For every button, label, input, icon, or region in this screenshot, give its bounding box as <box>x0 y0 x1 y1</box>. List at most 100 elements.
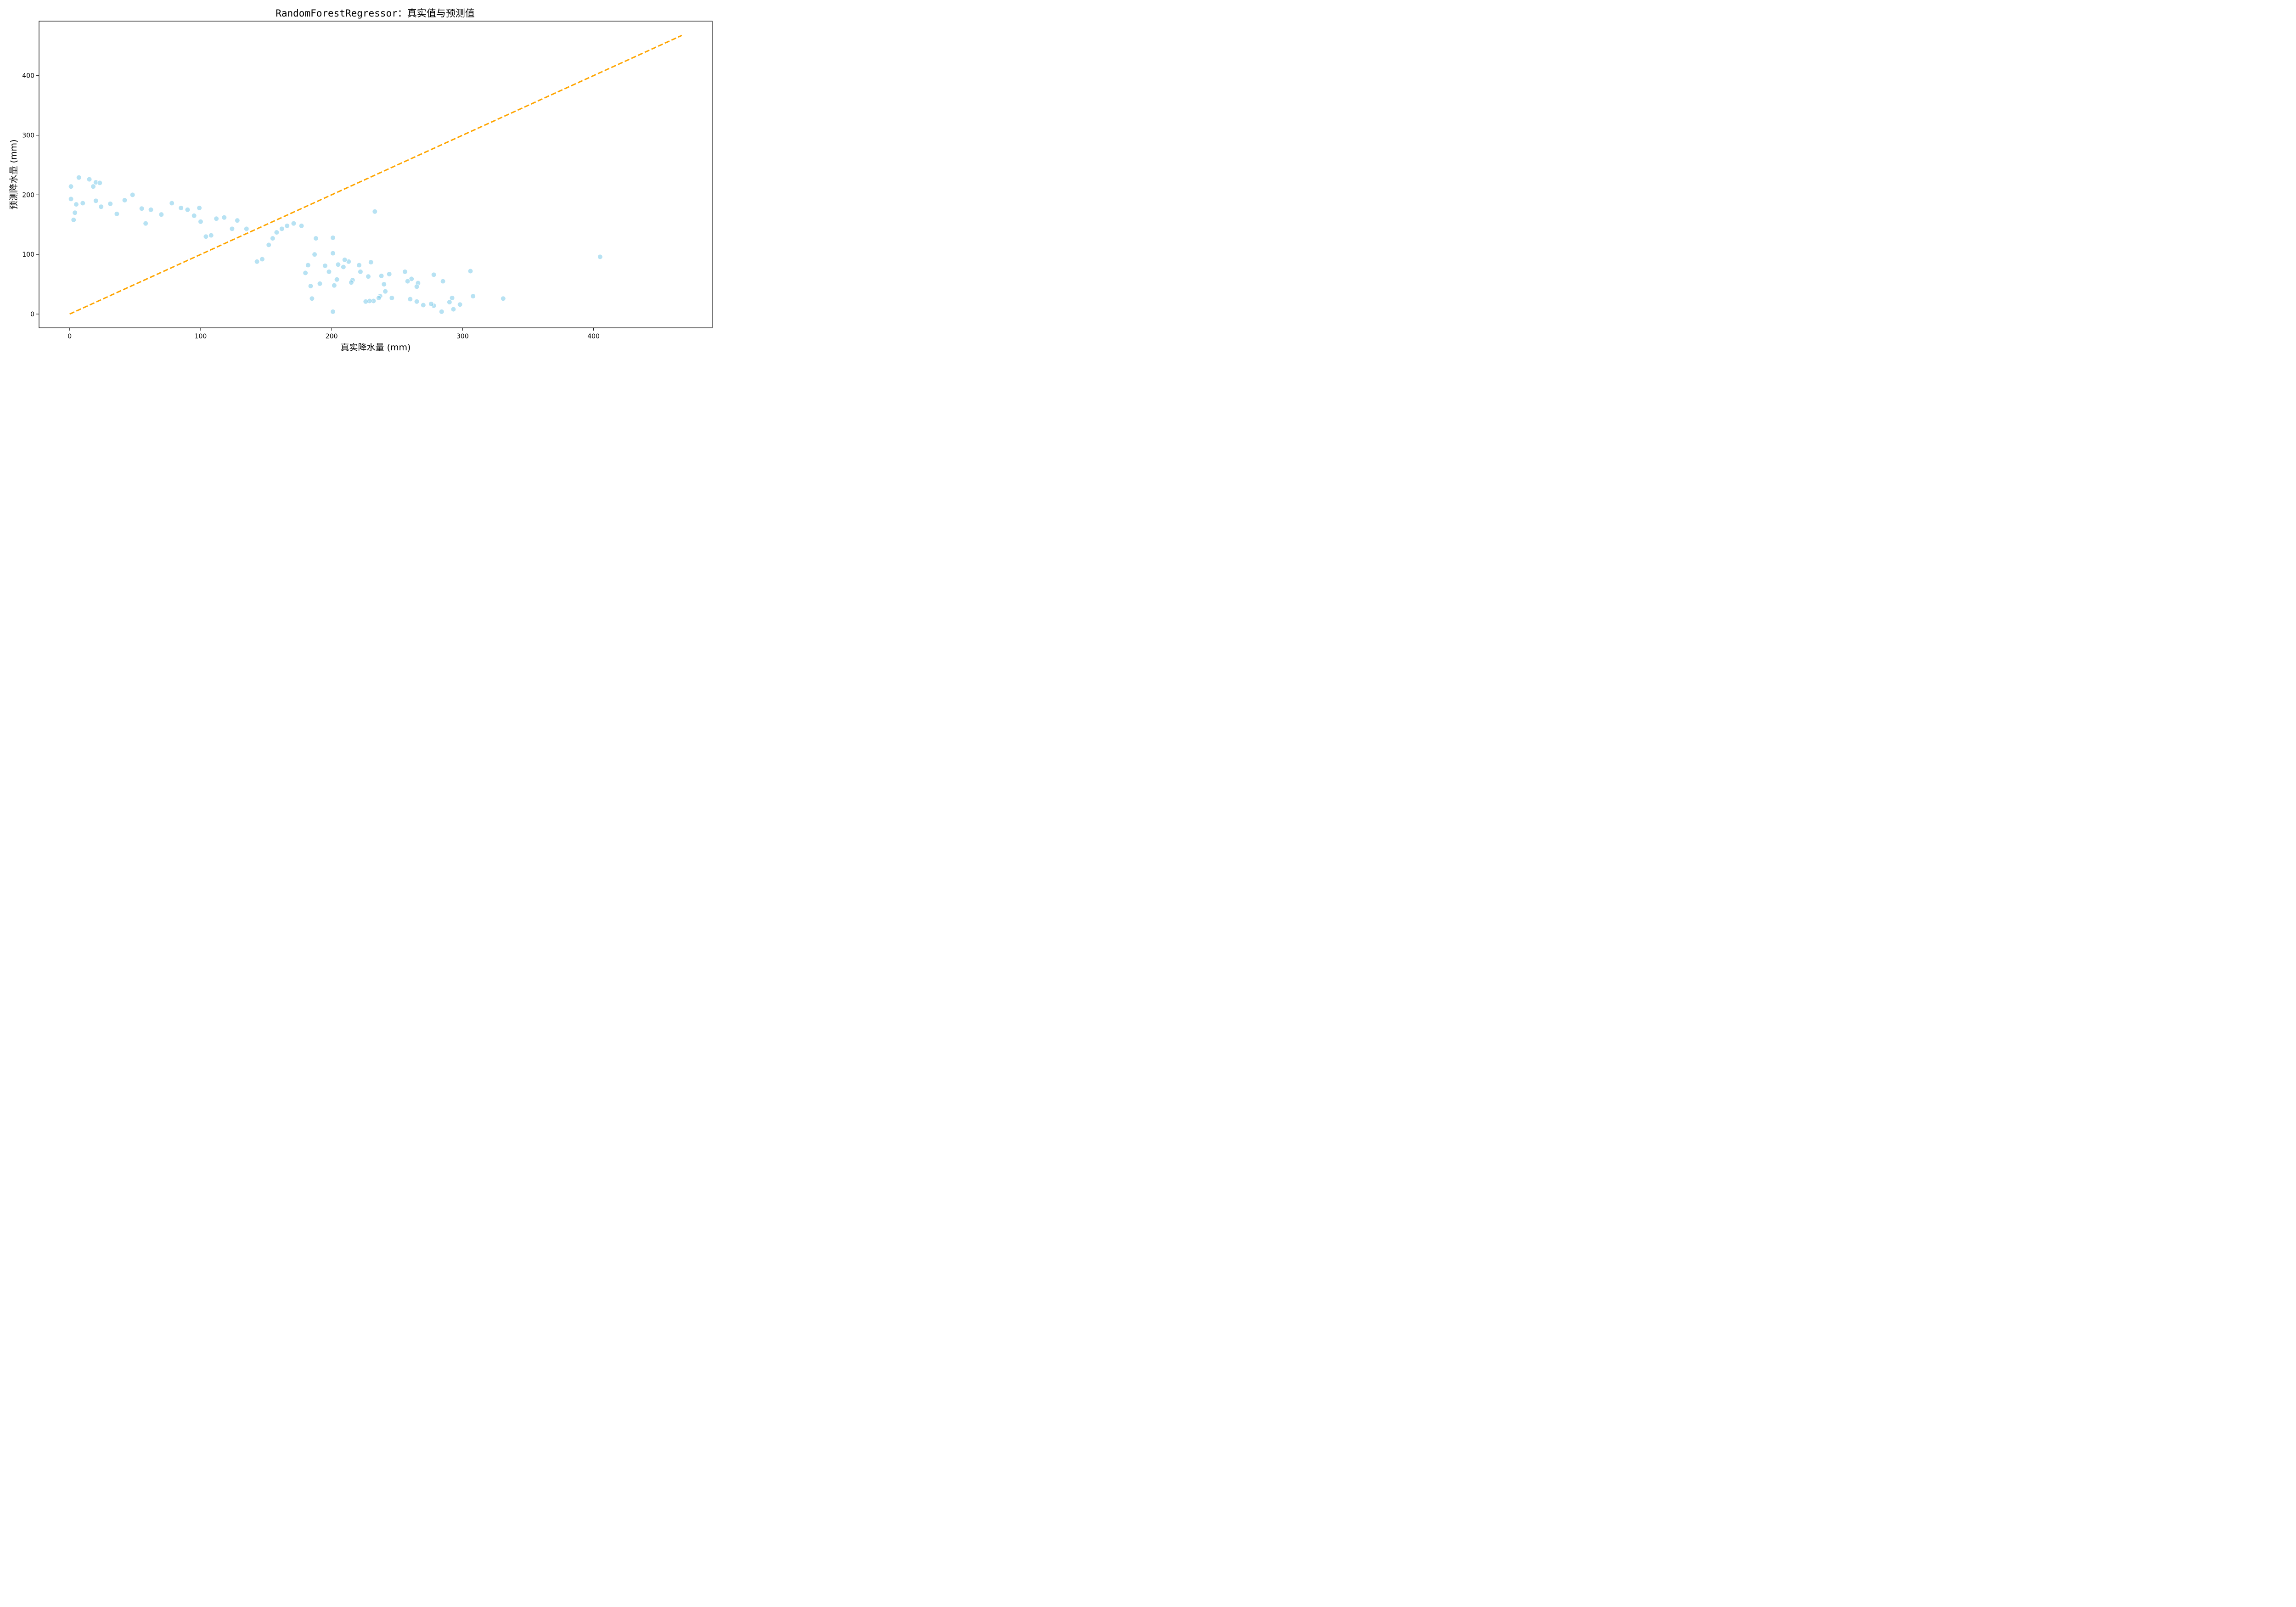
y-axis: 0 100 200 300 400 <box>22 73 39 318</box>
reference-line <box>69 34 682 315</box>
data-point <box>440 278 446 284</box>
data-point <box>72 210 78 216</box>
data-point <box>185 207 191 213</box>
data-point <box>107 201 113 207</box>
data-point <box>330 250 336 256</box>
data-point <box>254 258 260 264</box>
data-point <box>274 230 280 236</box>
data-point <box>409 276 415 282</box>
x-axis: 0 100 200 300 400 <box>68 328 600 340</box>
x-tick-label: 100 <box>195 333 207 340</box>
x-axis-label: 真实降水量 (mm) <box>341 343 411 353</box>
data-point <box>68 196 74 202</box>
data-point <box>279 226 285 232</box>
x-tick-label: 300 <box>456 333 469 340</box>
scatter-chart: RandomForestRegressor：真实值与预测值 0 100 200 300… <box>9 8 713 353</box>
data-point <box>322 263 328 269</box>
x-tick-label: 400 <box>587 333 600 340</box>
y-tick-label: 300 <box>22 132 34 140</box>
data-point <box>214 216 219 222</box>
data-point <box>376 295 382 301</box>
data-point <box>449 295 455 301</box>
data-point <box>143 220 149 226</box>
data-point <box>363 298 369 304</box>
data-point <box>169 200 175 206</box>
data-point <box>139 206 145 212</box>
data-point <box>97 180 103 186</box>
data-point <box>148 207 154 213</box>
data-point <box>428 301 434 307</box>
data-point <box>221 214 227 220</box>
data-point <box>270 236 276 242</box>
data-point <box>597 254 603 260</box>
data-point <box>330 309 336 315</box>
data-point <box>208 232 214 238</box>
data-point <box>122 197 128 203</box>
data-point <box>243 226 249 232</box>
x-tick-label: 0 <box>68 333 72 340</box>
data-point <box>366 274 371 280</box>
data-point <box>470 293 476 299</box>
data-point <box>500 296 506 302</box>
data-point <box>414 284 420 290</box>
data-point <box>309 296 315 302</box>
data-point <box>291 220 297 226</box>
data-point <box>368 259 374 265</box>
data-point <box>378 273 384 279</box>
data-point <box>308 283 314 289</box>
data-point <box>386 271 392 277</box>
data-point <box>356 262 362 268</box>
data-point <box>405 278 411 284</box>
data-point <box>73 202 79 208</box>
data-point <box>76 174 82 180</box>
data-point <box>446 299 452 305</box>
data-point <box>381 281 387 287</box>
data-point <box>90 184 96 190</box>
data-point <box>383 288 388 294</box>
data-point <box>191 213 197 219</box>
data-point <box>335 262 341 268</box>
data-point <box>407 296 413 302</box>
data-point <box>229 226 235 232</box>
data-point <box>266 242 272 248</box>
y-tick-label: 200 <box>22 191 34 199</box>
data-point <box>303 270 309 276</box>
data-point <box>114 211 120 217</box>
data-point <box>330 235 336 241</box>
data-point <box>326 269 332 275</box>
data-point <box>98 204 104 210</box>
data-point <box>331 282 337 288</box>
data-point <box>284 223 290 229</box>
data-point <box>178 205 184 211</box>
y-tick-label: 0 <box>30 311 34 318</box>
data-point <box>348 280 354 286</box>
data-point <box>357 269 363 275</box>
data-point <box>334 276 340 282</box>
data-point <box>234 218 240 224</box>
data-point <box>431 272 437 278</box>
data-point <box>197 219 203 225</box>
data-point <box>80 200 86 206</box>
data-point <box>467 268 473 274</box>
data-point <box>313 236 319 242</box>
x-tick-label: 200 <box>326 333 338 340</box>
scatter-points <box>68 174 603 315</box>
data-point <box>317 281 323 287</box>
data-point <box>298 223 304 229</box>
plot-frame <box>39 21 713 328</box>
data-point <box>342 257 348 263</box>
data-point <box>372 208 378 214</box>
data-point <box>389 295 395 301</box>
data-point <box>439 309 445 315</box>
data-point <box>197 205 203 211</box>
data-point <box>420 302 426 308</box>
data-point <box>457 302 463 308</box>
data-point <box>402 269 408 275</box>
data-point <box>86 176 92 182</box>
data-point <box>93 198 99 204</box>
data-point <box>158 212 164 218</box>
data-point <box>414 298 420 304</box>
chart-title: RandomForestRegressor：真实值与预测值 <box>276 8 475 19</box>
data-point <box>312 252 318 258</box>
data-point <box>203 234 209 240</box>
